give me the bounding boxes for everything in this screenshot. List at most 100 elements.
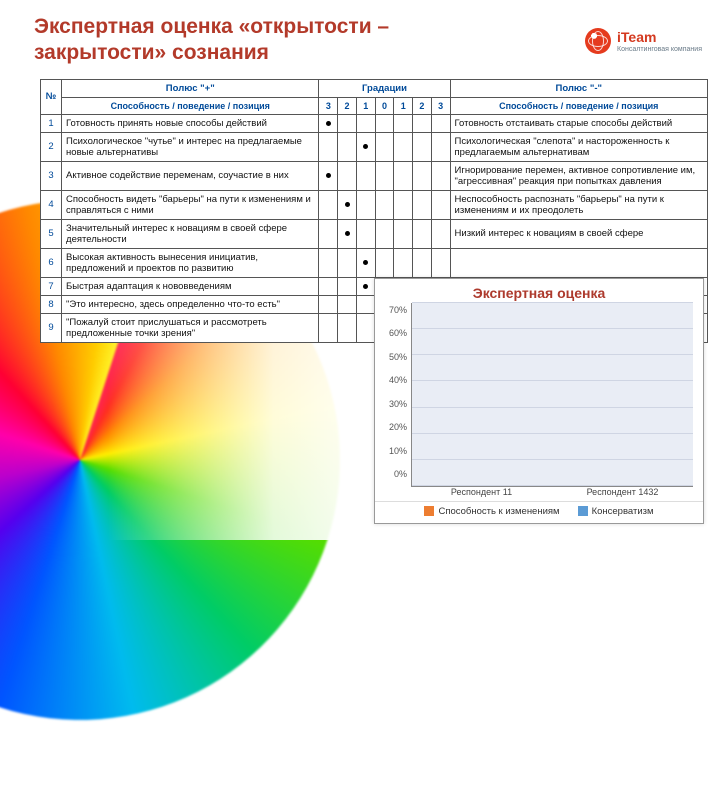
cell-negative: Психологическая "слепота" и настороженно… [450, 132, 707, 161]
cell-gradation [356, 190, 375, 219]
cell-gradation [431, 114, 450, 132]
th-gradations: Градации [319, 79, 450, 97]
cell-gradation [356, 219, 375, 248]
chart-yaxis: 70%60%50%40%30%20%10%0% [381, 303, 411, 497]
cell-gradation [319, 277, 338, 295]
cell-gradation [319, 313, 338, 342]
cell-gradation [394, 190, 413, 219]
cell-gradation [413, 219, 432, 248]
cell-number: 3 [41, 161, 62, 190]
cell-number: 2 [41, 132, 62, 161]
chart-gridline [412, 433, 693, 434]
mark-dot-icon [326, 173, 331, 178]
mark-dot-icon [363, 284, 368, 289]
cell-gradation [431, 132, 450, 161]
table-row: 6Высокая активность вынесения инициатив,… [41, 248, 708, 277]
cell-negative: Готовность отстаивать старые способы дей… [450, 114, 707, 132]
cell-negative [450, 248, 707, 277]
mark-dot-icon [363, 260, 368, 265]
cell-gradation [319, 219, 338, 248]
cell-positive: Активное содействие переменам, соучастие… [62, 161, 319, 190]
cell-gradation [413, 248, 432, 277]
cell-positive: Психологическое "чутье" и интерес на пре… [62, 132, 319, 161]
cell-gradation [375, 219, 394, 248]
cell-number: 4 [41, 190, 62, 219]
cell-gradation [319, 295, 338, 313]
chart-gridline [412, 459, 693, 460]
title-line2: закрытости» сознания [34, 41, 269, 64]
ytick-label: 60% [381, 328, 407, 338]
cell-gradation [375, 114, 394, 132]
cell-negative: Низкий интерес к новациям в своей сфере [450, 219, 707, 248]
th-grad-3n: 3 [431, 97, 450, 114]
xtick-label: Респондент 11 [411, 487, 552, 497]
cell-positive: Высокая активность вынесения инициатив, … [62, 248, 319, 277]
cell-positive: Готовность принять новые способы действи… [62, 114, 319, 132]
mark-dot-icon [326, 121, 331, 126]
mark-dot-icon [345, 231, 350, 236]
cell-gradation [338, 219, 357, 248]
cell-number: 7 [41, 277, 62, 295]
ytick-label: 0% [381, 469, 407, 479]
cell-positive: Способность видеть "барьеры" на пути к и… [62, 190, 319, 219]
cell-gradation [356, 114, 375, 132]
table-row: 2Психологическое "чутье" и интерес на пр… [41, 132, 708, 161]
ytick-label: 30% [381, 399, 407, 409]
th-grad-2p: 2 [338, 97, 357, 114]
cell-gradation [356, 132, 375, 161]
cell-number: 8 [41, 295, 62, 313]
cell-gradation [356, 313, 375, 342]
cell-gradation [338, 295, 357, 313]
cell-gradation [394, 248, 413, 277]
ytick-label: 50% [381, 352, 407, 362]
cell-gradation [375, 132, 394, 161]
chart-gridline [412, 354, 693, 355]
cell-gradation [319, 132, 338, 161]
cell-gradation [375, 190, 394, 219]
cell-gradation [394, 219, 413, 248]
cell-negative: Игнорирование перемен, активное сопротив… [450, 161, 707, 190]
cell-gradation [394, 161, 413, 190]
legend-item: Способность к изменениям [424, 506, 559, 517]
page-title: Экспертная оценка «открытости – закрытос… [0, 0, 720, 73]
chart-xlabels: Респондент 11Респондент 1432 [411, 487, 693, 497]
cell-number: 9 [41, 313, 62, 342]
cell-gradation [394, 114, 413, 132]
cell-gradation [375, 161, 394, 190]
th-grad-1n: 1 [394, 97, 413, 114]
cell-gradation [431, 219, 450, 248]
th-pos-bottom: Способность / поведение / позиция [62, 97, 319, 114]
chart-gridline [412, 328, 693, 329]
th-neg-top: Полюс "-" [450, 79, 707, 97]
chart-plot-area [411, 303, 693, 487]
table-row: 3Активное содействие переменам, соучасти… [41, 161, 708, 190]
cell-positive: "Это интересно, здесь определенно что-то… [62, 295, 319, 313]
cell-gradation [356, 248, 375, 277]
cell-gradation [338, 114, 357, 132]
cell-gradation [431, 248, 450, 277]
ytick-label: 40% [381, 375, 407, 385]
chart-card: Экспертная оценка 70%60%50%40%30%20%10%0… [374, 278, 704, 524]
cell-gradation [338, 313, 357, 342]
cell-number: 6 [41, 248, 62, 277]
th-grad-0: 0 [375, 97, 394, 114]
cell-gradation [338, 132, 357, 161]
chart-legend: Способность к изменениямКонсерватизм [375, 501, 703, 523]
ytick-label: 10% [381, 446, 407, 456]
chart-gridline [412, 485, 693, 486]
cell-gradation [319, 248, 338, 277]
cell-gradation [356, 161, 375, 190]
chart-plot: 70%60%50%40%30%20%10%0% Респондент 11Рес… [375, 303, 703, 501]
chart-gridline [412, 302, 693, 303]
chart-title: Экспертная оценка [375, 279, 703, 303]
table-row: 4Способность видеть "барьеры" на пути к … [41, 190, 708, 219]
cell-gradation [338, 161, 357, 190]
cell-gradation [431, 190, 450, 219]
cell-gradation [375, 248, 394, 277]
cell-gradation [319, 190, 338, 219]
th-pos-top: Полюс "+" [62, 79, 319, 97]
cell-negative: Неспособность распознать "барьеры" на пу… [450, 190, 707, 219]
legend-swatch-icon [578, 506, 588, 516]
cell-gradation [319, 161, 338, 190]
cell-gradation [413, 132, 432, 161]
